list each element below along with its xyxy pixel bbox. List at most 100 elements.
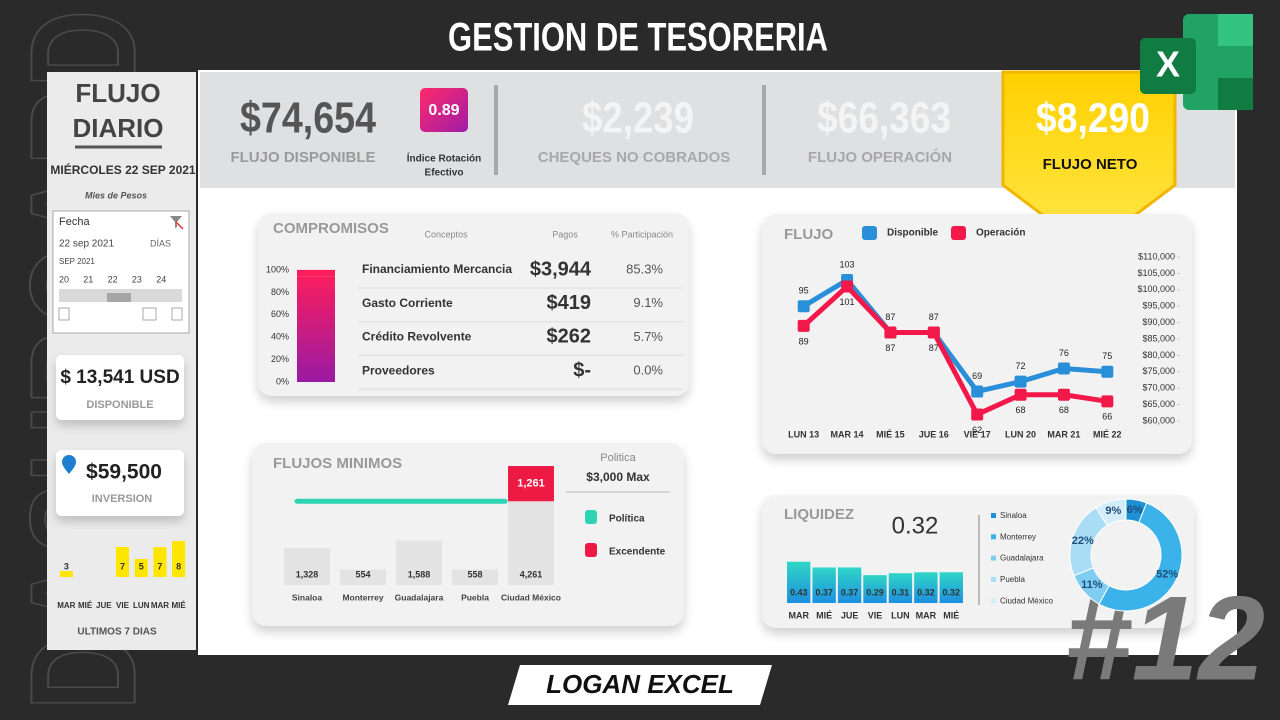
marker [1057,388,1070,401]
data-label: 87 [885,312,895,322]
brand: LOGAN EXCEL [546,669,734,699]
data-label: 87 [885,343,895,353]
data-label: 7 [120,561,125,571]
slicer-day: 22 [108,274,118,284]
policy-title: Politica [600,452,636,464]
x-tick-label: LUN 20 [1005,429,1036,439]
data-label: 1,328 [296,569,319,579]
scroll-thumb[interactable] [142,307,157,321]
bar [939,572,963,603]
kpi-label: Efectivo [425,168,464,179]
card [762,214,1192,454]
y-tick-label: 80% [271,287,289,297]
bar-segment [297,276,335,287]
y-tick-label: $80,000 [1142,350,1175,360]
page-title: GESTION DE TESORERIA [448,16,828,60]
bar-segment [297,269,335,277]
scroll-right[interactable] [171,307,183,321]
chart-title: COMPROMISOS [273,220,389,237]
legend-label: Monterrey [1000,532,1036,541]
card [56,450,184,516]
legend-label: Ciudad México [1000,596,1053,605]
row-payment: $419 [547,292,592,314]
data-label: 87 [929,343,939,353]
legend-swatch [862,226,877,240]
card [56,355,184,420]
x-tick-label: JUE [841,610,859,620]
x-tick-label: MAR [788,610,809,620]
slicer-month: SEP 2021 [59,257,95,266]
marker [884,326,897,339]
y-tick-label: $75,000 [1142,366,1175,376]
sidebar-title: DIARIO [73,113,164,143]
column-header: Pagos [552,229,578,239]
marker [1014,375,1027,388]
data-label: 75 [1102,351,1112,361]
bar [888,573,913,603]
data-label: 87 [929,312,939,322]
data-label: 22% [1072,535,1094,547]
bar [508,466,554,502]
kpi-badge [420,88,468,132]
y-tick-label: $95,000 [1142,301,1175,311]
x-tick-label: MAR 14 [831,429,864,439]
y-tick-label: $85,000 [1142,333,1175,343]
timeline-selection[interactable] [107,293,131,302]
excel-sheet [1218,14,1253,46]
data-label: 62 [972,425,982,435]
pin-icon [62,455,76,474]
legend-label: Excendente [609,547,666,558]
legend-label: Puebla [1000,575,1025,584]
scroll-left[interactable] [58,307,70,321]
data-label: 8 [176,561,181,571]
kpi-value: $74,654 [240,94,376,143]
data-label: 4,261 [520,569,543,579]
kpi-label: FLUJO DISPONIBLE [230,149,375,166]
data-label: 7 [157,561,162,571]
row-payment: $262 [547,326,592,348]
marker [1057,362,1070,375]
x-tick-label: VIE 17 [964,429,991,439]
kpi-label: Índice Rotación [407,152,481,165]
kpi-value: $66,363 [817,94,951,143]
data-label: 1,261 [517,478,545,490]
legend-swatch [991,534,996,540]
x-tick-label: Guadalajara [395,592,444,602]
row-share: 85.3% [626,261,663,276]
legend-label: Política [609,514,645,525]
x-tick-label: MIÉ 15 [876,429,905,439]
policy-label: $3,000 Max [586,470,650,484]
marker [1014,388,1027,401]
data-label: 9% [1105,505,1121,517]
data-label: 3 [64,561,69,571]
legend-swatch [991,555,996,561]
chart-title: LIQUIDEZ [784,506,854,523]
kpi-value: $2,239 [582,94,694,143]
clear-icon[interactable] [175,221,184,230]
brand-banner [508,665,772,705]
data-label: 1,588 [408,569,431,579]
y-tick-label: $105,000 [1137,268,1175,278]
kpi-label: FLUJO OPERACIÓN [808,148,952,166]
row-concept: Proveedores [362,363,435,377]
chart-title: FLUJOS MINIMOS [273,455,402,472]
legend-swatch [585,543,597,557]
data-label: 0.37 [841,587,859,597]
donut-slice [1098,502,1183,612]
slicer-day: 24 [156,274,166,284]
data-label: 69 [972,371,982,381]
data-label: 66 [1102,412,1112,422]
slicer-day: 21 [83,274,93,284]
slicer[interactable] [52,210,190,334]
x-tick-label: MAR [57,601,75,610]
card-label: DISPONIBLE [86,399,153,411]
x-tick-label: MAR 21 [1047,429,1080,439]
legend-label: Disponible [887,228,939,239]
x-tick-label: Ciudad México [501,592,561,602]
x-tick-label: Sinaloa [292,592,323,602]
chart-title: ULTIMOS 7 DIAS [77,627,157,638]
kpi-value: $8,290 [1036,94,1150,141]
marker [971,385,984,398]
kpi-label: CHEQUES NO COBRADOS [538,149,731,166]
data-label: 76 [1059,348,1069,358]
